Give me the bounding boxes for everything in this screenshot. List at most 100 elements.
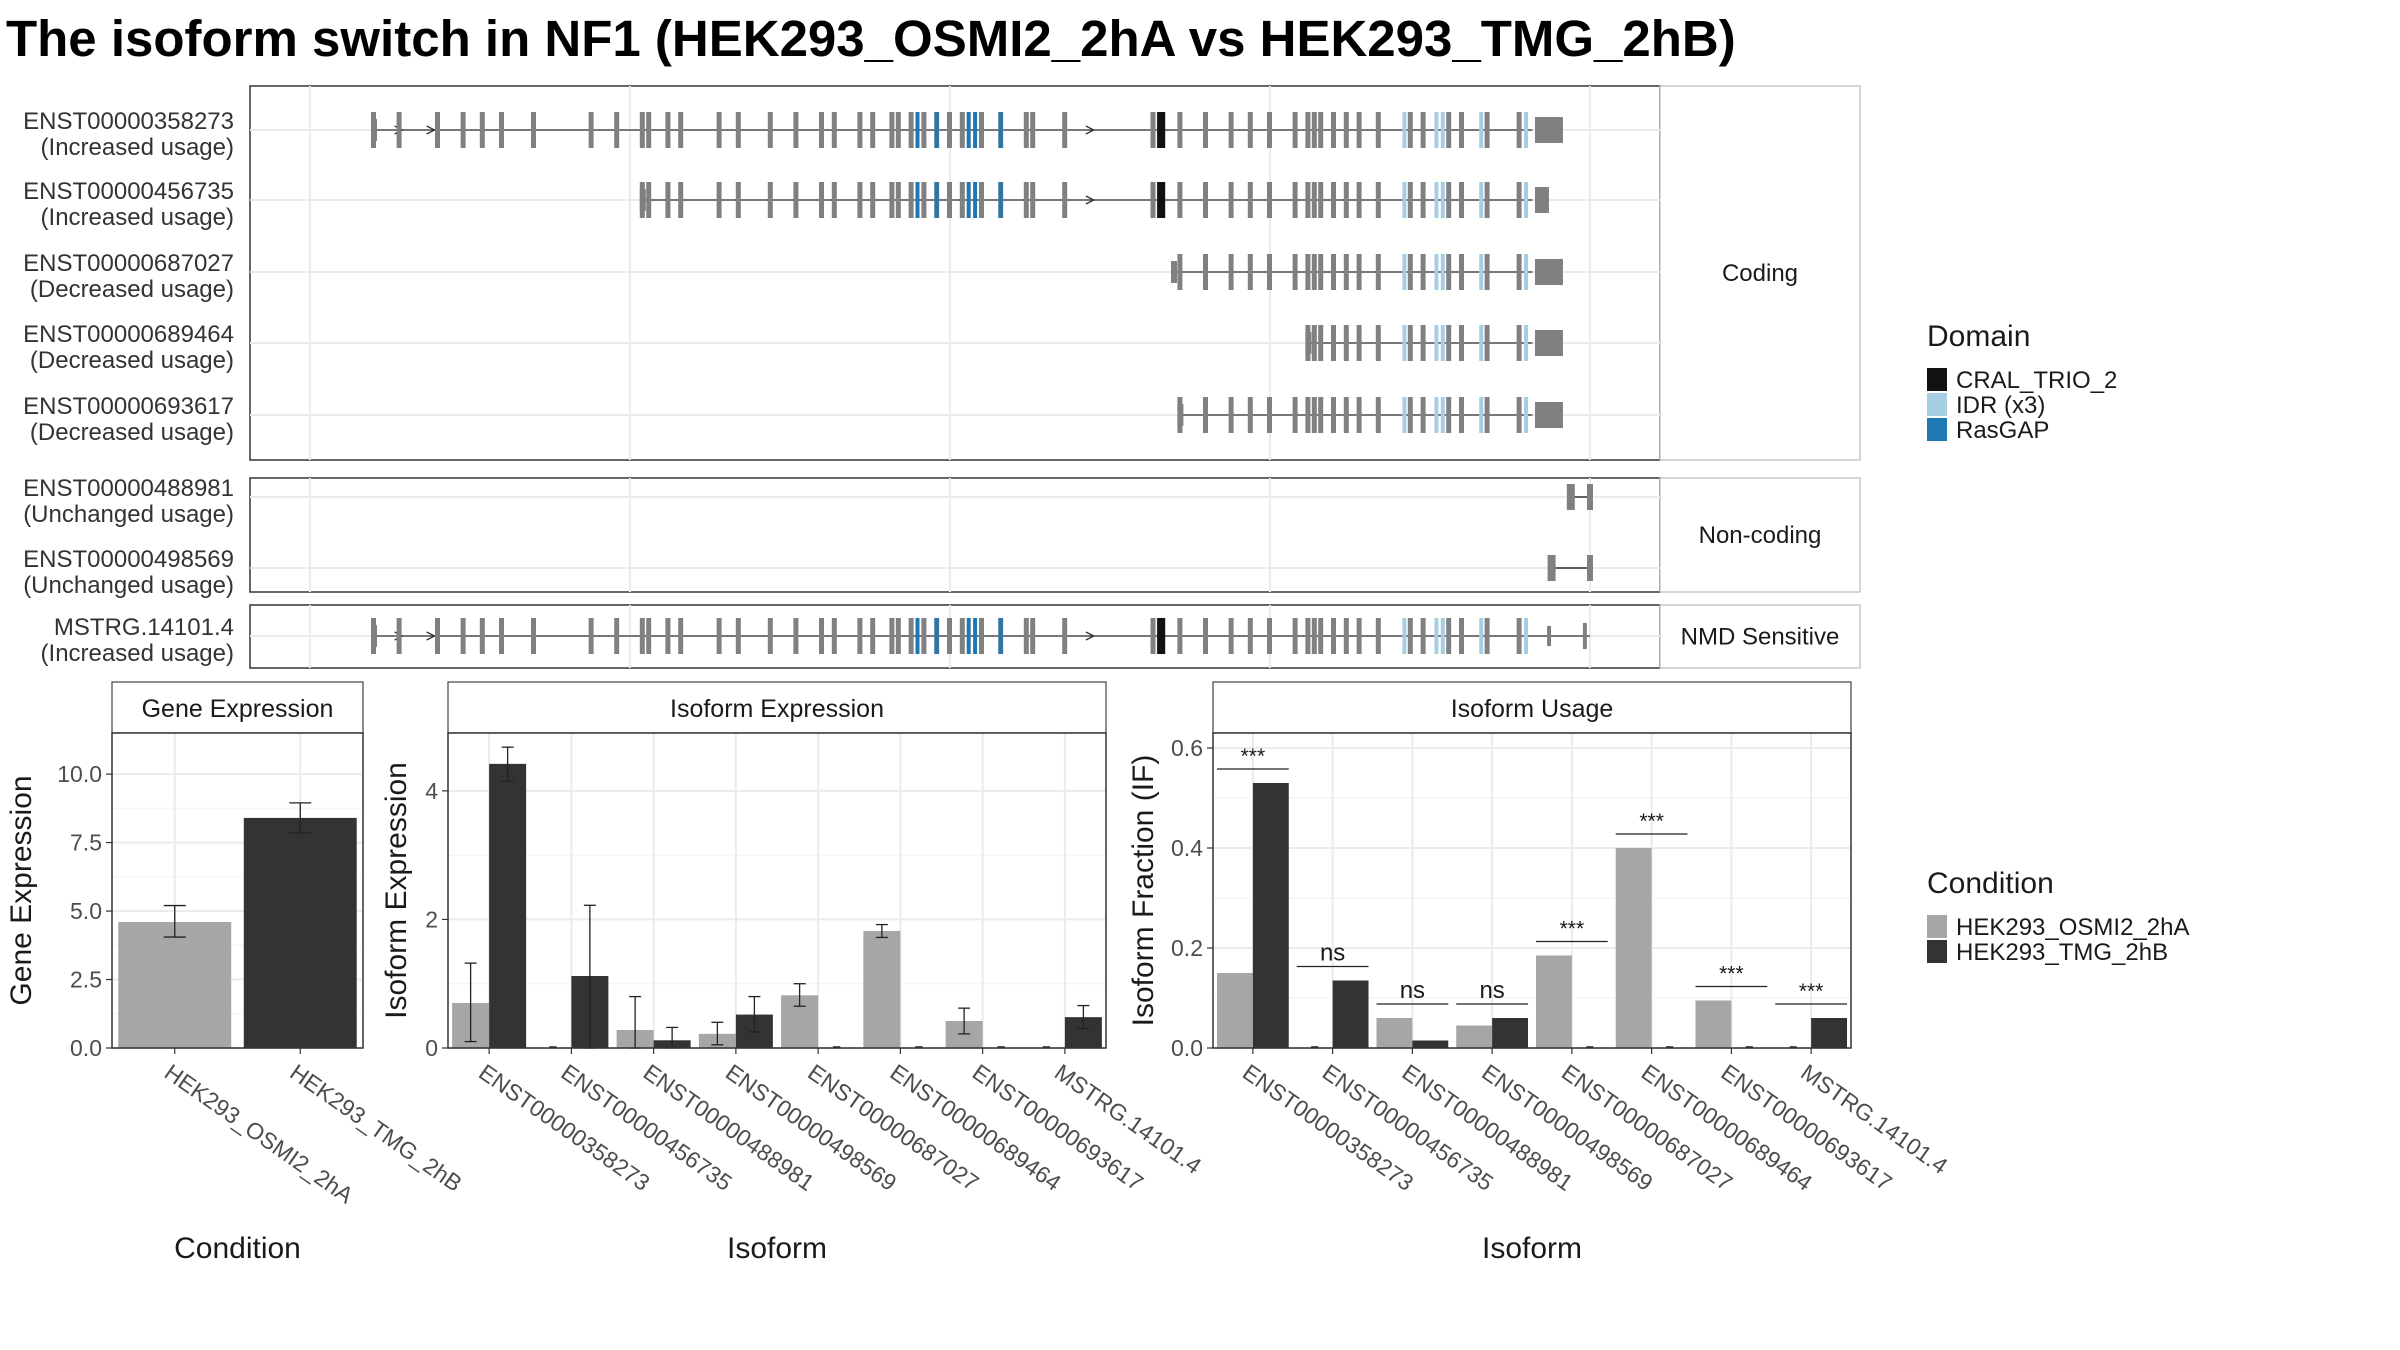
exon [895,182,901,218]
exon [1331,397,1336,433]
exon [979,112,984,148]
idr-domain [1434,254,1439,290]
exon [1343,112,1349,148]
exon [639,112,645,148]
exon [1516,618,1522,654]
exon [1150,618,1156,654]
panel-strip-label: Isoform Usage [1451,695,1614,723]
group-strip [1659,604,1861,669]
idr-domain [1402,618,1407,654]
exon [959,618,965,654]
exon [1318,254,1324,290]
exon [479,112,485,148]
exon [1446,112,1452,148]
strand-arrow [1085,125,1096,135]
exon [646,618,652,654]
exon [1177,182,1183,218]
exon [396,618,402,654]
idr-domain [1434,182,1439,218]
exon [1318,618,1324,654]
exon [499,618,504,654]
exon [479,618,485,654]
x-axis-title: Condition [174,1232,301,1265]
bar [243,817,357,1048]
idr-domain [1479,325,1484,361]
utr-exon [1534,187,1549,213]
plot-area [1213,733,1851,1048]
panel-strip-label: Isoform Expression [670,695,884,723]
exon [1177,618,1183,654]
exon [1311,112,1317,148]
exon [371,625,377,647]
exon [1484,254,1490,290]
y-tick-label: 0 [425,1035,438,1061]
idr-domain [1479,254,1484,290]
bar [1252,783,1289,1048]
exon [1446,254,1452,290]
bar [118,922,232,1048]
y-tick-label: 5.0 [70,898,102,924]
y-tick-label: 2 [425,906,438,932]
exon [435,618,440,654]
exon [1267,618,1272,654]
exon [767,182,773,218]
exon [767,618,773,654]
exon [460,112,466,148]
idr-domain [1479,397,1484,433]
y-tick-label: 0.2 [1171,935,1203,961]
exon [1292,112,1298,148]
exon [735,112,741,148]
structure-group-nmd-sensitive: NMD Sensitive MSTRG.14101.4(Increased usa… [41,604,1861,669]
panel-strip [447,681,1107,734]
transcript-id-label: ENST00000498569 [23,546,234,573]
transcript-id-label: ENST00000456735 [23,178,234,205]
significance-label: *** [1639,810,1664,833]
rasgap-domain [915,112,920,148]
transcript-track: ENST00000456735(Increased usage) [23,178,1660,231]
exon [1516,254,1522,290]
idr-domain [1402,325,1407,361]
idr-domain [1434,112,1439,148]
exon [1459,254,1464,290]
exon [1459,112,1464,148]
transcript-track: ENST00000358273(Increased usage) [23,108,1660,161]
exon [1247,182,1253,218]
significance-label: *** [1560,918,1585,941]
exon [665,112,671,148]
y-tick-label: 2.5 [70,967,102,993]
exon [921,112,927,148]
exon [665,182,671,218]
exon [819,182,824,218]
exon [895,112,901,148]
exon [735,618,741,654]
exon [1407,618,1413,654]
rasgap-domain [966,112,971,148]
exon [1267,397,1272,433]
exon [1407,182,1413,218]
exon [716,618,722,654]
exon [1267,182,1272,218]
exon [639,189,646,211]
panel-strip [1212,681,1852,734]
exon [1023,182,1029,218]
bar [1216,973,1253,1048]
exon [499,112,504,148]
cral-trio-domain [1157,182,1166,218]
y-tick-label: 0.0 [70,1035,102,1061]
exon [1547,626,1552,646]
exon [1484,112,1490,148]
transcript-id-label: ENST00000687027 [23,250,234,277]
exon [460,618,466,654]
exon [889,618,895,654]
exon [1407,254,1413,290]
chart-panel-2: Isoform Expression024ENST00000358273ENST… [380,681,1206,1265]
exon [1062,182,1068,218]
exon [870,618,876,654]
y-tick-label: 0.0 [1171,1035,1203,1061]
idr-domain [1402,397,1407,433]
exon [1305,332,1312,354]
y-tick-label: 10.0 [57,761,102,787]
exon [1311,618,1317,654]
exon [1547,555,1556,581]
